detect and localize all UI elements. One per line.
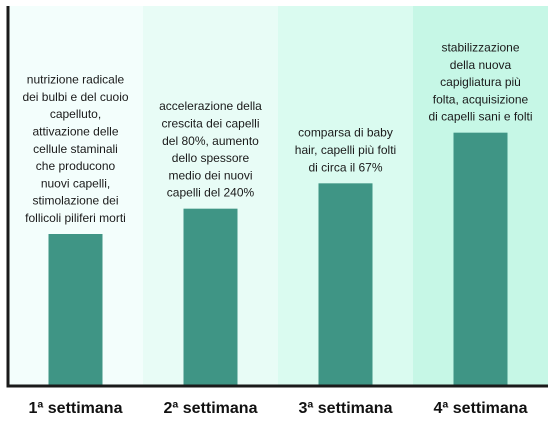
bar-4 — [453, 132, 508, 386]
description-line: hair, capelli più folti — [295, 143, 396, 157]
description-line: medio dei nuovi — [168, 168, 252, 182]
description-line: nuovi capelli, — [41, 176, 110, 190]
bar-3 — [318, 183, 373, 386]
description-3: comparsa di baby hair, capelli più folti d… — [295, 126, 396, 175]
category-label-3: 3ª settimana — [299, 400, 393, 417]
description-line: nutrizione radicale — [27, 73, 125, 87]
axes — [6, 6, 548, 388]
description-line: follicoli piliferi morti — [25, 211, 126, 225]
description-2: accelerazione della crescita dei capelli d… — [159, 99, 262, 199]
bars — [48, 132, 508, 386]
description-line: capelluto, — [50, 107, 101, 121]
description-line: comparsa di baby — [298, 126, 393, 140]
category-label-4: 4ª settimana — [434, 400, 528, 417]
bar-1 — [48, 234, 103, 386]
description-4: stabilizzazione della nuova capigliatura p… — [428, 40, 532, 123]
category-labels: 1ª settimana 2ª settimana 3ª settimana 4ª s… — [29, 400, 528, 417]
description-line: dello spessore — [172, 151, 250, 165]
description-line: che producono — [36, 159, 116, 173]
background-panels — [8, 6, 548, 386]
description-line: capigliatura più — [440, 75, 521, 89]
description-line: accelerazione della — [159, 99, 262, 113]
description-line: folta, acquisizione — [433, 92, 529, 106]
description-line: stimolazione dei — [32, 194, 118, 208]
description-line: di circa il 67% — [308, 160, 382, 174]
description-1: nutrizione radicale dei bulbi e del cuoio… — [22, 73, 128, 225]
description-line: dei bulbi e del cuoio — [22, 90, 128, 104]
category-label-2: 2ª settimana — [164, 400, 258, 417]
description-line: di capelli sani e folti — [428, 110, 532, 124]
bar-2 — [183, 208, 238, 386]
description-line: capelli del 240% — [167, 186, 255, 200]
category-label-1: 1ª settimana — [29, 400, 123, 417]
description-line: del 80%, aumento — [162, 134, 259, 148]
description-line: stabilizzazione — [441, 40, 519, 54]
description-line: della nuova — [450, 58, 512, 72]
bar-descriptions: nutrizione radicale dei bulbi e del cuoio… — [22, 40, 532, 225]
description-line: crescita dei capelli — [161, 116, 259, 130]
description-line: attivazione delle — [32, 125, 118, 139]
description-line: cellule staminali — [33, 142, 118, 156]
